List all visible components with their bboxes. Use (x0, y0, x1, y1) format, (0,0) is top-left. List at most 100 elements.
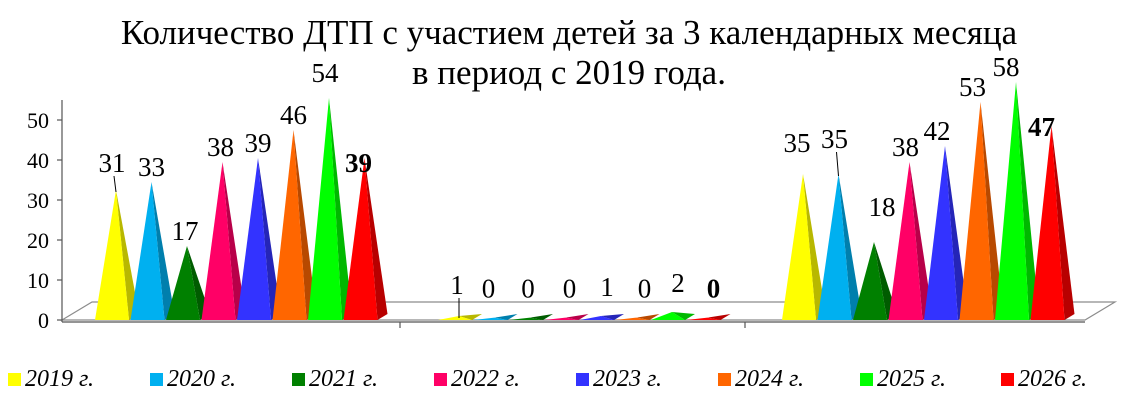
legend-swatch (718, 373, 731, 386)
legend-swatch (434, 373, 447, 386)
bar-front-face (580, 316, 614, 320)
bar-front-face (308, 98, 342, 320)
bar-front-face (473, 317, 508, 320)
bar-2025г-group-3 (995, 82, 1039, 320)
data-label: 18 (869, 192, 896, 222)
label-leader-line (113, 175, 117, 193)
bar-side-face (293, 130, 317, 320)
label-leader-line (836, 151, 839, 177)
y-tick-label: 30 (27, 188, 49, 213)
legend-swatch (860, 373, 873, 386)
data-label: 38 (207, 132, 234, 162)
data-label: 0 (563, 274, 577, 304)
bar-front-face (130, 182, 165, 320)
bar-2019г-group-1 (95, 190, 139, 320)
bar-2020г-group-2 (473, 314, 518, 320)
data-label: 33 (138, 152, 165, 182)
bar-side-face (258, 158, 281, 320)
bar-front-face (343, 158, 378, 320)
bar-2026г-group-2 (686, 314, 731, 320)
bar-side-face (1016, 82, 1039, 320)
legend-label: 2021 г. (309, 366, 379, 392)
bar-side-face (980, 102, 1004, 320)
legend-item: 2019 г. (8, 366, 94, 393)
bar-2020г-group-3 (817, 174, 862, 320)
bar-2019г-group-3 (782, 174, 826, 320)
bar-2019г-group-2 (438, 314, 482, 320)
legend-swatch (292, 373, 305, 386)
bar-side-face (151, 182, 175, 320)
data-label: 0 (707, 274, 721, 304)
bar-2024г-group-2 (615, 314, 660, 320)
bar-front-face (438, 316, 472, 320)
y-tick-label: 40 (27, 148, 49, 173)
data-label: 31 (99, 148, 126, 178)
bar-2020г-group-1 (130, 182, 175, 320)
bar-front-face (651, 312, 685, 320)
bar-front-face (853, 242, 887, 320)
legend-label: 2024 г. (735, 366, 805, 392)
data-label: 38 (892, 132, 919, 162)
data-label: 39 (345, 148, 372, 178)
chart-legend: 2019 г. 2020 г. 2021 г. 2022 г. 2023 г. 2024 … (0, 366, 1138, 396)
data-label: 42 (924, 116, 951, 146)
bar-2021г-group-2 (509, 314, 553, 320)
data-label: 58 (993, 52, 1020, 82)
bar-2022г-group-3 (888, 162, 933, 320)
bar-front-face (782, 174, 816, 320)
legend-swatch (150, 373, 163, 386)
bar-side-face (565, 314, 589, 320)
bar-2022г-group-1 (201, 162, 246, 320)
bar-side-face (530, 314, 553, 320)
bar-front-face (95, 190, 129, 320)
chart-title-line-1: Количество ДТП с участием детей за 3 кал… (121, 13, 1018, 52)
bar-side-face (636, 314, 660, 320)
bar-front-face (166, 246, 200, 320)
data-label: 47 (1028, 112, 1055, 142)
legend-label: 2026 г. (1018, 366, 1088, 392)
bar-2025г-group-1 (308, 98, 352, 320)
bar-2024г-group-1 (272, 130, 317, 320)
bar-side-face (945, 146, 968, 320)
y-tick-label: 0 (38, 308, 49, 333)
bar-2024г-group-3 (959, 102, 1004, 320)
bar-side-face (909, 162, 933, 320)
chart-floor (59, 301, 1118, 321)
bar-side-face (672, 312, 695, 320)
legend-item: 2022 г. (434, 366, 520, 393)
bar-front-face (272, 130, 307, 320)
legend-item: 2020 г. (150, 366, 236, 393)
bar-side-face (329, 98, 352, 320)
data-label: 53 (959, 72, 986, 102)
legend-label: 2022 г. (451, 366, 521, 392)
chart-bars (95, 82, 1075, 320)
bar-side-face (838, 174, 862, 320)
bar-side-face (803, 174, 826, 320)
legend-item: 2024 г. (718, 366, 804, 393)
y-tick-label: 50 (27, 108, 49, 133)
bar-2026г-group-1 (343, 158, 388, 320)
bar-front-face (995, 82, 1029, 320)
bar-front-face (201, 162, 236, 320)
data-label: 0 (638, 274, 652, 304)
bar-2025г-group-2 (651, 312, 695, 320)
legend-label: 2023 г. (593, 366, 663, 392)
chart-title-line-2: в период с 2019 года. (412, 53, 726, 92)
bar-front-face (237, 158, 271, 320)
bar-2023г-group-1 (237, 158, 281, 320)
legend-item: 2021 г. (292, 366, 378, 393)
bar-side-face (707, 314, 731, 320)
bar-side-face (116, 190, 139, 320)
data-label: 35 (821, 124, 848, 154)
chart: Количество ДТП с участием детей за 3 кал… (27, 13, 1118, 333)
legend-item: 2023 г. (576, 366, 662, 393)
data-label: 39 (245, 128, 272, 158)
legend-label: 2019 г. (25, 366, 95, 392)
bar-front-face (959, 102, 994, 320)
data-label: 46 (280, 100, 307, 130)
legend-swatch (576, 373, 589, 386)
y-tick-label: 20 (27, 228, 49, 253)
data-label: 1 (450, 270, 464, 300)
bar-2022г-group-2 (544, 314, 589, 320)
